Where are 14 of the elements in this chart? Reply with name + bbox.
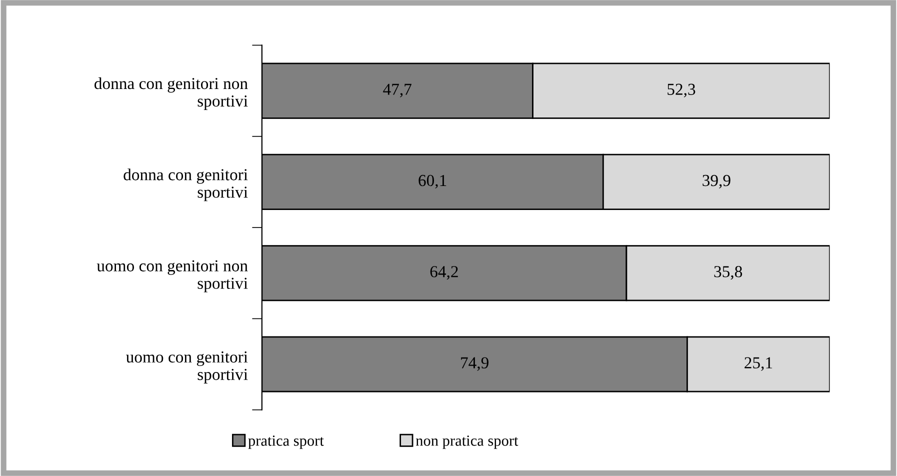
data-label: 25,1 [744,357,772,371]
data-label: 64,2 [430,266,458,280]
legend-label: pratica sport [248,436,324,449]
legend-label: non pratica sport [416,436,518,449]
data-label: 74,9 [461,357,488,371]
data-label: 52,3 [668,84,696,98]
y-tick-label: donna con genitori sportivi [124,168,248,202]
data-label: 47,7 [383,84,412,98]
y-tick-label: uomo con genitori non sportivi [96,260,248,292]
data-label: 35,8 [714,266,742,280]
data-label: 60,1 [418,174,446,189]
y-tick-label: uomo con genitori sportivi [126,351,248,384]
y-tick-label: donna con genitori non sportivi [94,77,248,110]
data-label: 39,9 [702,174,730,189]
